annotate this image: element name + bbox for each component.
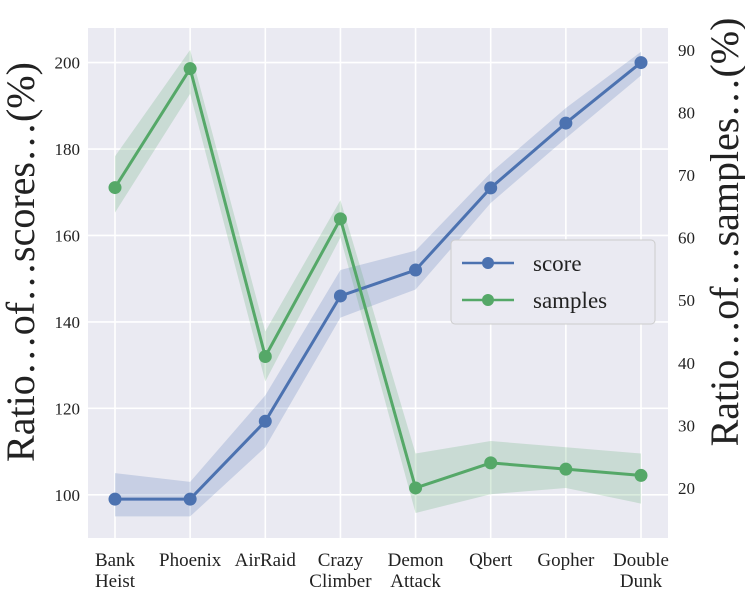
- x-tick-label: Dunk: [620, 571, 663, 589]
- x-tick-label: Gopher: [537, 550, 595, 571]
- right-y-tick-label: 40: [678, 354, 695, 373]
- score-point: [333, 289, 347, 303]
- samples-point: [484, 456, 498, 470]
- right-y-tick-label: 80: [678, 103, 695, 122]
- legend-box: [450, 239, 656, 325]
- x-tick-label: Double: [613, 550, 669, 571]
- score-point: [559, 116, 573, 130]
- series-lines: [113, 61, 642, 501]
- left-y-tick-label: 200: [55, 54, 81, 73]
- left-y-tick-label: 100: [55, 486, 81, 505]
- score-point: [108, 492, 122, 506]
- x-tick-label: Heist: [95, 571, 136, 589]
- right-y-tick-label: 50: [678, 291, 695, 310]
- x-tick-label: AirRaid: [235, 550, 297, 571]
- x-tick-label: Crazy: [318, 550, 364, 571]
- x-tick-label: Bank: [95, 550, 136, 571]
- x-tick-label: Qbert: [469, 550, 513, 571]
- left-y-tick-label: 140: [55, 313, 81, 332]
- x-tick-label: Attack: [390, 571, 441, 589]
- x-tick-label: Demon: [388, 550, 444, 571]
- right-y-tick-label: 90: [678, 41, 695, 60]
- x-tick-label: Phoenix: [159, 550, 222, 571]
- score-point: [484, 181, 498, 195]
- left-y-tick-label: 120: [55, 399, 81, 418]
- samples-confidence-band: [115, 49, 641, 513]
- left-y-tick-labels: 100 120 140 160 180 200: [55, 54, 81, 505]
- legend-samples-label: samples: [533, 288, 607, 313]
- score-point: [183, 492, 197, 506]
- left-y-axis-label: Ratio…of…scores…(%): [0, 62, 43, 462]
- score-line: [115, 61, 642, 501]
- right-y-tick-labels: 20 30 40 50 60 70 80 90: [678, 41, 695, 498]
- right-y-tick-label: 60: [678, 229, 695, 248]
- score-point: [409, 263, 423, 277]
- score-point: [258, 414, 272, 428]
- samples-point: [183, 62, 197, 76]
- samples-line: [113, 67, 642, 490]
- legend-samples-marker: [482, 294, 494, 306]
- samples-point: [333, 212, 347, 226]
- right-y-axis-label: Ratio…of…samples…(%): [702, 18, 745, 447]
- right-y-tick-label: 20: [678, 479, 695, 498]
- score-point: [634, 56, 648, 70]
- right-y-tick-label: 30: [678, 416, 695, 435]
- legend: score samples: [450, 239, 656, 325]
- samples-point: [258, 350, 272, 364]
- samples-point: [108, 181, 122, 195]
- samples-point: [634, 468, 648, 482]
- legend-score-marker: [482, 257, 494, 269]
- right-y-tick-label: 70: [678, 166, 695, 185]
- legend-score-label: score: [533, 251, 582, 276]
- left-y-tick-label: 160: [55, 226, 81, 245]
- x-tick-label: Climber: [309, 571, 372, 589]
- samples-point: [409, 481, 423, 495]
- left-y-tick-label: 180: [55, 140, 81, 159]
- samples-point: [559, 462, 573, 476]
- series-points: [108, 56, 648, 506]
